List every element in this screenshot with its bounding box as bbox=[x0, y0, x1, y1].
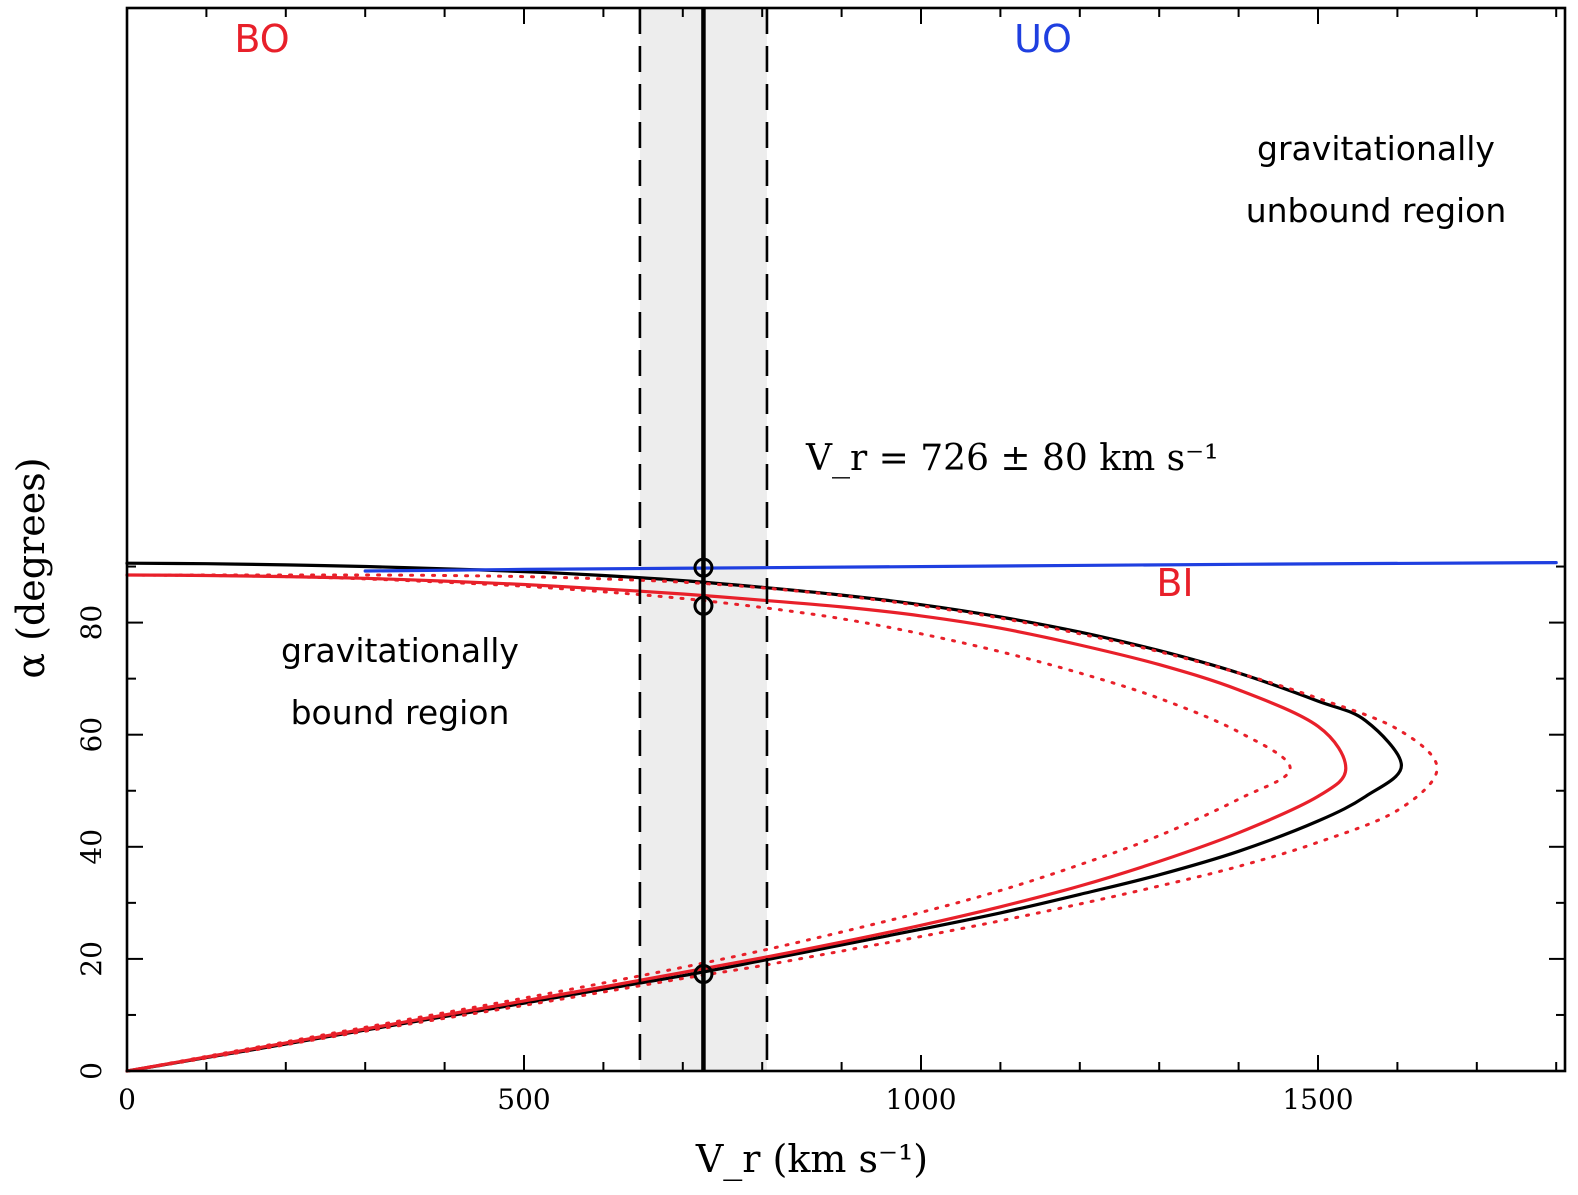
x-tick-label: 500 bbox=[497, 1083, 550, 1116]
markers bbox=[693, 557, 714, 985]
x-tick-label: 1500 bbox=[1282, 1083, 1353, 1116]
measurement-annotation: V_r = 726 ± 80 km s⁻¹ bbox=[805, 438, 1219, 479]
bound-region-label-line2: bound region bbox=[291, 693, 510, 732]
curve-label-uo: UO bbox=[1014, 17, 1072, 61]
curve-label-bi: BI bbox=[1156, 561, 1193, 605]
unbound-region-label-line2: unbound region bbox=[1246, 191, 1507, 230]
x-tick-label: 0 bbox=[118, 1083, 136, 1116]
curve-series-1 bbox=[125, 573, 1348, 1073]
unbound-region-label-line1: gravitationally bbox=[1257, 129, 1495, 168]
curve-series-0 bbox=[125, 561, 1403, 1073]
x-axis-label: V_r (km s⁻¹) bbox=[695, 1137, 928, 1182]
curve-label-bo: BO bbox=[234, 17, 289, 61]
y-tick-label: 60 bbox=[75, 717, 108, 753]
intersection-marker-1 bbox=[693, 595, 714, 616]
axes bbox=[125, 6, 1567, 1073]
bound-region-label-line1: gravitationally bbox=[281, 631, 519, 670]
tick-labels: 0 500 1000 1500 0 20 40 60 80 bbox=[75, 605, 1354, 1116]
intersection-marker-2 bbox=[693, 964, 714, 985]
y-axis-label: α (degrees) bbox=[9, 457, 53, 678]
measurement-lines bbox=[638, 8, 769, 1071]
y-tick-label: 20 bbox=[75, 941, 108, 977]
x-tick-label: 1000 bbox=[885, 1083, 956, 1116]
intersection-marker-0 bbox=[693, 557, 714, 578]
y-tick-label: 0 bbox=[75, 1062, 108, 1080]
y-tick-label: 80 bbox=[75, 605, 108, 641]
y-tick-label: 40 bbox=[75, 829, 108, 865]
plot-frame bbox=[125, 6, 1567, 1073]
curves bbox=[125, 561, 1558, 1073]
curve-series-4 bbox=[363, 561, 1558, 573]
